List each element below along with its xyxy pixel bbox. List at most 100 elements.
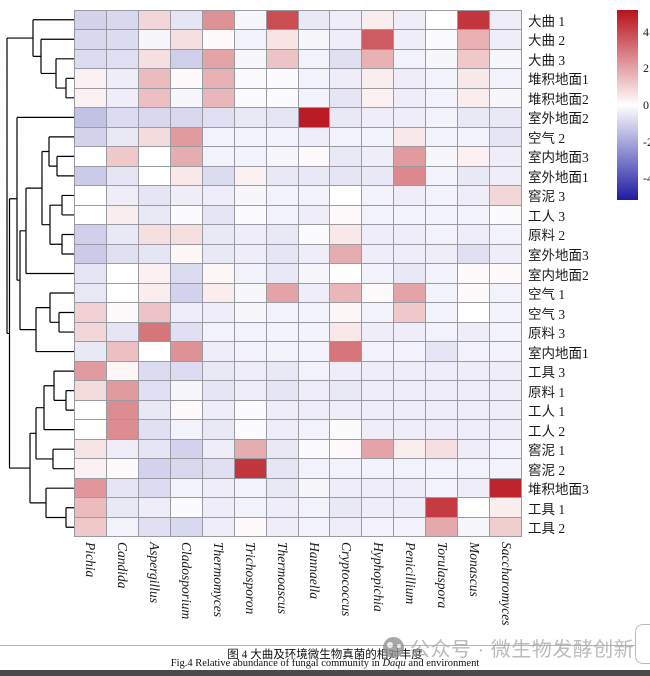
heatmap-cell bbox=[138, 498, 170, 517]
heatmap-cell bbox=[330, 244, 362, 264]
column-label: Hannaella bbox=[307, 542, 322, 599]
heatmap-cell bbox=[394, 205, 426, 225]
heatmap-cell bbox=[490, 49, 521, 69]
heatmap-cell bbox=[458, 342, 490, 361]
heatmap-cell bbox=[330, 478, 362, 498]
heatmap-cell bbox=[234, 88, 266, 108]
heatmap-cell bbox=[106, 283, 138, 303]
row-label: 窖泥 1 bbox=[528, 443, 566, 459]
heatmap-cell bbox=[170, 361, 202, 381]
floating-button-fragment[interactable] bbox=[635, 624, 650, 664]
row-label: 空气 2 bbox=[528, 130, 566, 146]
column-label: Cryptococcus bbox=[339, 542, 354, 617]
row-label: 室内地面2 bbox=[528, 267, 589, 283]
heatmap-cell bbox=[170, 88, 202, 108]
heatmap-cell bbox=[490, 400, 521, 420]
heatmap-cell bbox=[138, 186, 170, 205]
heatmap-cell bbox=[362, 420, 394, 439]
column-label: Pichia bbox=[83, 542, 98, 578]
heatmap-cell bbox=[458, 459, 490, 478]
heatmap-cell bbox=[298, 108, 330, 127]
heatmap-cell bbox=[106, 322, 138, 342]
column-label: Thermoascus bbox=[275, 542, 290, 615]
heatmap-cell bbox=[394, 186, 426, 205]
heatmap-cell bbox=[394, 49, 426, 69]
heatmap-cell bbox=[458, 244, 490, 264]
heatmap-cell bbox=[362, 186, 394, 205]
caption-divider bbox=[0, 645, 650, 646]
heatmap-cell bbox=[75, 11, 106, 30]
heatmap-cell bbox=[234, 147, 266, 166]
heatmap-cell bbox=[330, 88, 362, 108]
heatmap-cell bbox=[330, 147, 362, 166]
heatmap-cell bbox=[458, 127, 490, 147]
heatmap-cell bbox=[394, 420, 426, 439]
heatmap-cell bbox=[490, 88, 521, 108]
heatmap-cell bbox=[138, 244, 170, 264]
heatmap-cell bbox=[138, 283, 170, 303]
heatmap-cell bbox=[202, 108, 234, 127]
heatmap-cell bbox=[426, 69, 458, 88]
heatmap-cell bbox=[234, 478, 266, 498]
heatmap-cell bbox=[298, 420, 330, 439]
heatmap-cell bbox=[298, 49, 330, 69]
heatmap-cell bbox=[234, 322, 266, 342]
heatmap-cell bbox=[458, 264, 490, 283]
heatmap-cell bbox=[75, 127, 106, 147]
heatmap-cell bbox=[458, 69, 490, 88]
heatmap-cell bbox=[234, 11, 266, 30]
heatmap-cell bbox=[298, 361, 330, 381]
heatmap-cell bbox=[362, 322, 394, 342]
heatmap-cell bbox=[234, 361, 266, 381]
heatmap-cell bbox=[490, 186, 521, 205]
heatmap-cell bbox=[202, 420, 234, 439]
heatmap-cell bbox=[234, 49, 266, 69]
caption-en-prefix: Fig.4 Relative abundance of fungal commu… bbox=[170, 658, 383, 669]
heatmap-cell bbox=[266, 244, 298, 264]
heatmap-cell bbox=[138, 88, 170, 108]
heatmap-cell bbox=[330, 517, 362, 536]
heatmap-cell bbox=[490, 147, 521, 166]
heatmap-cell bbox=[170, 127, 202, 147]
heatmap-cell bbox=[458, 108, 490, 127]
heatmap-cell bbox=[330, 420, 362, 439]
heatmap-cell bbox=[75, 400, 106, 420]
heatmap-cell bbox=[202, 381, 234, 400]
heatmap-cell bbox=[298, 30, 330, 49]
heatmap-cell bbox=[298, 88, 330, 108]
heatmap-cell bbox=[170, 342, 202, 361]
heatmap-cell bbox=[202, 11, 234, 30]
heatmap-cell bbox=[458, 517, 490, 536]
heatmap-cell bbox=[394, 30, 426, 49]
heatmap-cell bbox=[266, 127, 298, 147]
heatmap-cell bbox=[426, 381, 458, 400]
heatmap-cell bbox=[170, 498, 202, 517]
heatmap-cell bbox=[170, 244, 202, 264]
heatmap-cell bbox=[202, 459, 234, 478]
window-bottom-edge bbox=[0, 670, 650, 676]
row-label: 大曲 3 bbox=[528, 52, 566, 68]
heatmap-cell bbox=[106, 49, 138, 69]
heatmap-cell bbox=[234, 264, 266, 283]
heatmap-cell bbox=[362, 244, 394, 264]
heatmap-cell bbox=[426, 127, 458, 147]
heatmap-cell bbox=[426, 439, 458, 459]
heatmap-cell bbox=[490, 205, 521, 225]
heatmap-cell bbox=[75, 283, 106, 303]
heatmap-cell bbox=[170, 49, 202, 69]
heatmap-cell bbox=[298, 283, 330, 303]
heatmap-cell bbox=[138, 478, 170, 498]
heatmap-cell bbox=[362, 166, 394, 186]
caption-en-suffix: and environment bbox=[405, 658, 480, 669]
heatmap-cell bbox=[394, 147, 426, 166]
heatmap-cell bbox=[75, 166, 106, 186]
heatmap-cell bbox=[202, 303, 234, 322]
heatmap-cell bbox=[298, 186, 330, 205]
heatmap-cell bbox=[426, 49, 458, 69]
heatmap-cell bbox=[426, 186, 458, 205]
row-label: 室外地面1 bbox=[528, 169, 589, 185]
heatmap-cell bbox=[202, 225, 234, 244]
heatmap-cell bbox=[394, 361, 426, 381]
heatmap-cell bbox=[330, 459, 362, 478]
heatmap-cell bbox=[266, 517, 298, 536]
